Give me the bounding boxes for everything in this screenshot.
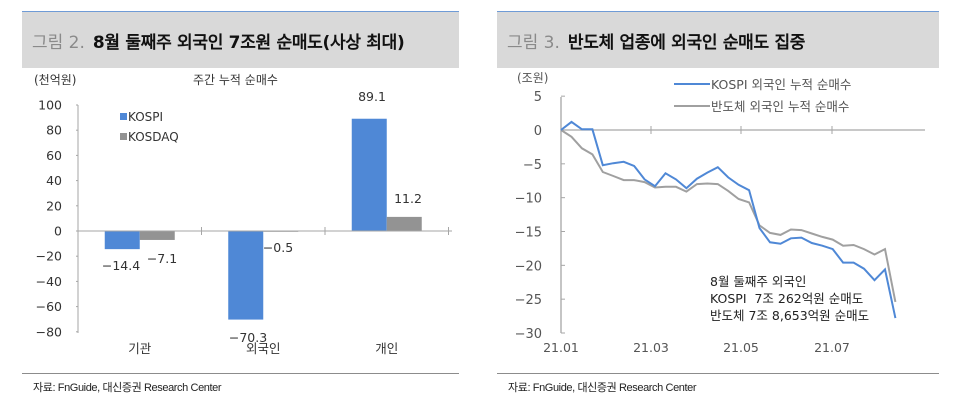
line-chart-y-axis-labels: 5 0 −5 −10 −15 −20 −25 −30 [515, 90, 542, 342]
figure-2-header: 그림 2. 8월 둘째주 외국인 7조원 순매도(사상 최대) [22, 11, 459, 68]
figure-2-number: 그림 2. [32, 32, 85, 53]
bar-chart-unit-label: (천억원) [34, 72, 76, 87]
line-chart-legend: KOSPI 외국인 누적 순매수 반도체 외국인 누적 순매수 [674, 77, 851, 114]
x-tick-label: 21.01 [543, 340, 579, 355]
y-tick-label: 80 [46, 123, 62, 138]
bar-kosdaq-0 [139, 231, 175, 240]
annotation-line-2: KOSPI 7조 262억원 순매도 [710, 291, 863, 306]
y-tick-label: 60 [46, 148, 62, 163]
data-label-kospi: −14.4 [102, 258, 140, 273]
figure-3-panel: 그림 3. 반도체 업종에 외국인 순매도 집중 [497, 11, 939, 68]
figure-2-footer-rule [22, 373, 459, 374]
y-tick-label: −40 [36, 274, 62, 289]
bar-chart-legend: KOSPI KOSDAQ [120, 110, 179, 144]
annotation-line-1: 8월 둘째주 외국인 [710, 274, 806, 289]
legend-kospi-label: KOSPI [128, 110, 163, 124]
annotation-line-3: 반도체 7조 8,653억원 순매도 [710, 308, 869, 323]
figure-2-panel: 그림 2. 8월 둘째주 외국인 7조원 순매도(사상 최대) [22, 11, 459, 68]
figure-3-source: 자료: FnGuide, 대신증권 Research Center [508, 382, 697, 394]
figure-2-source: 자료: FnGuide, 대신증권 Research Center [33, 382, 222, 394]
legend-kospi-foreign-label: KOSPI 외국인 누적 순매수 [711, 77, 851, 92]
bar-chart-subtitle: 주간 누적 순매수 [193, 73, 278, 87]
legend-kospi-swatch [120, 113, 127, 120]
bar-kosdaq-2 [386, 216, 422, 231]
y-tick-label: 5 [534, 90, 542, 105]
x-tick-label: 21.03 [633, 340, 669, 355]
line-chart-x-axis-labels: 21.01 21.03 21.05 21.07 [543, 340, 850, 355]
bar-chart-data-labels: −14.4 −70.3 89.1 −7.1 −0.5 11.2 [102, 89, 422, 345]
y-tick-label: −30 [515, 327, 542, 342]
bar-chart-y-axis-labels: 100 80 60 40 20 0 −20 −40 −60 −80 [36, 98, 62, 340]
y-tick-label: −10 [515, 192, 542, 207]
y-tick-label: 40 [46, 173, 62, 188]
y-tick-label: 100 [38, 98, 62, 113]
figure-3-number: 그림 3. [507, 32, 560, 53]
y-tick-label: −20 [36, 249, 62, 264]
y-tick-label: −5 [523, 158, 542, 173]
data-label-kospi: 89.1 [358, 89, 386, 104]
y-tick-label: 0 [534, 124, 542, 139]
legend-kosdaq-label: KOSDAQ [128, 130, 179, 144]
bar-chart: (천억원) 주간 누적 순매수 100 80 60 40 20 0 −20 −40 −60 −80… [34, 72, 452, 356]
series-semis-line [560, 129, 897, 303]
bar-kospi-2 [351, 118, 387, 231]
series-kospi-line [560, 120, 897, 319]
x-tick-label: 21.07 [814, 340, 850, 355]
legend-kosdaq-swatch [120, 133, 127, 140]
line-chart-y-tick-marks [561, 95, 565, 334]
data-label-kosdaq: −0.5 [263, 240, 293, 255]
category-label: 외국인 [246, 341, 281, 356]
data-label-kospi: −70.3 [229, 330, 267, 345]
y-tick-label: −15 [515, 226, 542, 241]
y-tick-label: −25 [515, 293, 542, 308]
y-tick-label: −20 [515, 259, 542, 274]
category-label: 개인 [375, 341, 398, 356]
line-chart-x-tick-marks [650, 126, 833, 134]
line-chart: (조원) 5 0 −5 −10 −15 −20 −25 −30 21.01 21.03 21.05… [515, 71, 925, 355]
bar-chart-x-tick-marks [77, 227, 449, 235]
legend-semis-foreign-label: 반도체 외국인 누적 순매수 [711, 99, 849, 114]
y-tick-label: −80 [36, 324, 62, 339]
figure-3-title: 반도체 업종에 외국인 순매도 집중 [567, 32, 806, 53]
line-chart-unit-label: (조원) [517, 71, 548, 85]
data-label-kosdaq: 11.2 [394, 191, 422, 206]
data-label-kosdaq: −7.1 [147, 251, 177, 266]
figure-3-header: 그림 3. 반도체 업종에 외국인 순매도 집중 [497, 11, 939, 68]
line-chart-annotation: 8월 둘째주 외국인 KOSPI 7조 262억원 순매도 반도체 7조 8,6… [710, 274, 869, 323]
y-tick-label: 20 [46, 198, 62, 213]
bar-chart-bars [104, 118, 422, 320]
category-label: 기관 [128, 341, 152, 356]
figure-2-title: 8월 둘째주 외국인 7조원 순매도(사상 최대) [92, 32, 405, 53]
bar-chart-category-labels: 기관 외국인 개인 [128, 341, 398, 356]
figure-3-footer-rule [497, 373, 939, 374]
y-tick-label: −60 [36, 299, 62, 314]
bar-kospi-1 [228, 231, 264, 320]
y-tick-label: 0 [54, 224, 62, 239]
x-tick-label: 21.05 [723, 340, 759, 355]
bar-kospi-0 [104, 231, 140, 250]
